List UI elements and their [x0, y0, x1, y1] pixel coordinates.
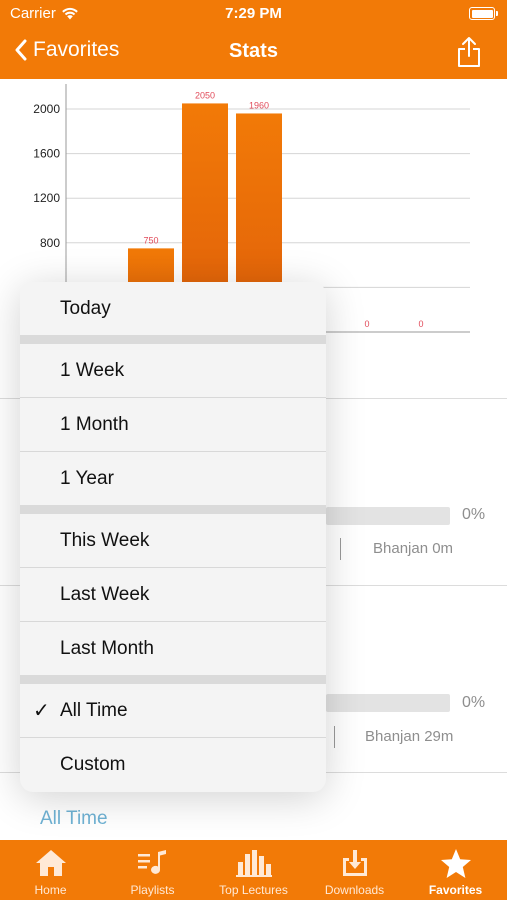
menu-item-last-week[interactable]: Last Week: [60, 583, 150, 605]
download-icon: [342, 850, 367, 876]
carrier-label: Carrier: [10, 5, 56, 22]
bar-value-label: 0: [418, 319, 423, 329]
menu-item-last-month[interactable]: Last Month: [60, 637, 154, 659]
y-tick-label: 1200: [33, 191, 60, 205]
tab-top-lectures[interactable]: Top Lectures: [203, 840, 304, 900]
back-button[interactable]: Favorites: [14, 38, 119, 62]
y-tick-label: 2000: [33, 102, 60, 116]
menu-divider: [20, 737, 326, 738]
star-icon: [440, 849, 471, 878]
share-icon[interactable]: [457, 36, 481, 68]
percent-label: 0%: [462, 506, 486, 523]
menu-item-all-time[interactable]: ✓ All Time: [33, 699, 128, 723]
stat-sub-label: Bhanjan 29m: [365, 728, 454, 745]
menu-item-custom[interactable]: Custom: [60, 753, 126, 775]
menu-divider: [20, 397, 326, 398]
page-title: Stats: [229, 40, 278, 62]
menu-item-1-year[interactable]: 1 Year: [60, 467, 114, 489]
period-menu: Today 1 Week 1 Month 1 Year This Week La…: [20, 282, 326, 792]
menu-item-1-week[interactable]: 1 Week: [60, 359, 125, 381]
header: Carrier 7:29 PM Favorites Stats: [0, 0, 507, 79]
bar-value-label: 2050: [195, 90, 215, 100]
wifi-icon: [62, 7, 78, 20]
menu-group-separator: [20, 675, 326, 684]
menu-group-separator: [20, 505, 326, 514]
menu-divider: [20, 567, 326, 568]
tab-bar: Home Playlists Top Lectures Downloads: [0, 840, 507, 900]
carrier: Carrier: [10, 5, 79, 22]
menu-group-separator: [20, 335, 326, 344]
bar-value-label: 1960: [249, 100, 269, 110]
checkmark-icon: ✓: [33, 700, 50, 722]
progress-bar: [326, 507, 450, 525]
chevron-left-icon: [15, 39, 27, 61]
bar-value-label: 0: [364, 319, 369, 329]
menu-item-this-week[interactable]: This Week: [60, 529, 150, 551]
y-tick-label: 800: [40, 236, 60, 250]
y-tick-label: 1600: [33, 147, 60, 161]
stat-sub-label: Bhanjan 0m: [373, 540, 454, 557]
bar-chart-icon: [235, 850, 272, 877]
menu-item-today[interactable]: Today: [60, 297, 111, 319]
back-label: Favorites: [33, 38, 120, 61]
nav-bar: Favorites Stats: [0, 30, 507, 76]
clock: 7:29 PM: [225, 5, 282, 22]
separator: [340, 538, 341, 560]
menu-divider: [20, 621, 326, 622]
tab-downloads[interactable]: Downloads: [304, 840, 405, 900]
bar-value-label: 750: [143, 235, 158, 245]
percent-label: 0%: [462, 694, 486, 711]
period-selector-link[interactable]: All Time: [40, 808, 108, 829]
tab-favorites[interactable]: Favorites: [405, 840, 506, 900]
tab-playlists[interactable]: Playlists: [102, 840, 203, 900]
separator: [334, 726, 335, 748]
menu-divider: [20, 451, 326, 452]
home-icon: [35, 850, 66, 876]
menu-item-1-month[interactable]: 1 Month: [60, 413, 129, 435]
music-note-icon: [137, 850, 166, 874]
status-bar: Carrier 7:29 PM: [0, 0, 507, 28]
tab-home[interactable]: Home: [0, 840, 101, 900]
battery-icon: [469, 7, 498, 20]
progress-bar: [326, 694, 450, 712]
